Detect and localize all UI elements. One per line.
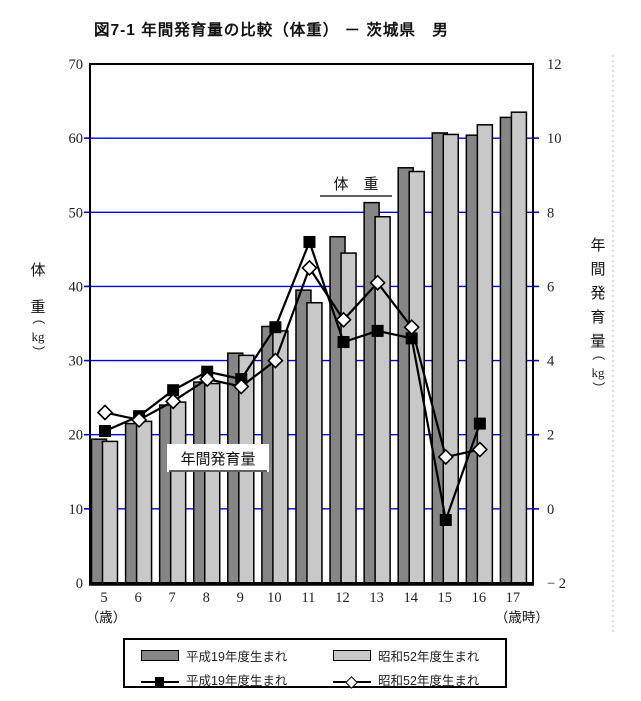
x-axis-label-15: 15	[438, 590, 453, 606]
marker-diamond-age-8	[199, 370, 216, 388]
legend-bar-swatch	[333, 650, 371, 661]
marker-diamond-age-10	[267, 352, 284, 369]
legend-item: 平成19年度生まれ	[141, 670, 333, 689]
chart-title: 図7-1 年間発育量の比較（体重） － 茨城県 男	[94, 22, 449, 39]
marker-diamond-age-9	[233, 378, 250, 395]
left-axis-tick-label: 0	[76, 576, 83, 592]
legend-item: 昭和52年度生まれ	[333, 670, 505, 689]
marker-square-age-10	[269, 321, 282, 334]
marker-diamond-age-5	[96, 404, 114, 421]
left-axis-tick-label: 20	[69, 428, 84, 444]
right-axis-tick-label: 6	[547, 279, 554, 295]
x-axis-label-17: 17	[506, 590, 521, 606]
left-axis-tick-label: 70	[69, 57, 84, 73]
right-axis-title-char: kg	[592, 365, 606, 380]
annotation-box	[167, 444, 269, 472]
x-axis-label-14: 14	[403, 590, 418, 606]
left-axis-tick-label: 10	[69, 502, 84, 518]
square-marker-icon	[155, 676, 164, 686]
bar-s52-age-11	[306, 301, 323, 584]
marker-diamond-age-6	[130, 411, 148, 429]
right-axis-title-char: 間	[590, 261, 605, 278]
marker-square-age-16	[473, 417, 486, 430]
right-axis-title-char: 量	[590, 333, 605, 350]
bar-s52-age-17	[510, 111, 528, 584]
legend-label: 平成19年度生まれ	[186, 673, 288, 688]
right-axis-tick-label: 12	[547, 57, 562, 73]
right-axis-title-char: 発	[590, 285, 605, 302]
x-axis-label-7: 7	[169, 590, 176, 606]
marker-diamond-age-16	[471, 441, 488, 458]
marker-square-age-5	[99, 425, 111, 438]
right-axis-tick-label: 0	[547, 502, 554, 518]
x-axis-label-5: 5	[100, 590, 107, 606]
legend-line-square-swatch	[141, 676, 179, 686]
left-axis-tick-label: 40	[69, 279, 84, 295]
x-axis-label-8: 8	[203, 590, 210, 606]
marker-diamond-age-13	[369, 274, 386, 291]
annotation-label: 体 重	[333, 176, 378, 193]
line-s52	[104, 265, 481, 459]
right-axis-title-char: ）	[591, 381, 606, 394]
x-axis-label-13: 13	[369, 590, 384, 606]
x-axis-unit-last: （歳時）	[495, 610, 549, 625]
x-axis-label-10: 10	[267, 590, 282, 606]
legend-label: 平成19年度生まれ	[186, 649, 288, 664]
right-axis-title-char: 年	[590, 237, 605, 254]
left-axis-tick-label: 60	[69, 131, 84, 147]
marker-square-age-15	[439, 513, 452, 526]
x-axis-unit-first: （歳）	[86, 610, 127, 625]
marker-diamond-age-14	[403, 319, 420, 336]
bar-s52-age-12	[340, 252, 357, 584]
bar-s52-age-10	[272, 330, 289, 584]
legend-label: 昭和52年度生まれ	[378, 673, 480, 688]
legend-line-diamond-swatch	[333, 675, 371, 689]
left-axis-title-char: （	[31, 311, 46, 324]
bar-s52-age-5	[101, 440, 119, 584]
right-axis-tick-label: 8	[547, 205, 554, 221]
x-axis-label-6: 6	[134, 590, 141, 606]
left-axis-title-char: kg	[32, 329, 46, 344]
left-axis-title-char: 体	[30, 262, 45, 279]
marker-square-age-11	[303, 235, 316, 248]
legend-item: 昭和52年度生まれ	[333, 646, 505, 665]
x-axis-label-11: 11	[301, 590, 315, 606]
marker-diamond-age-7	[165, 393, 182, 410]
left-axis-title-char: ）	[31, 345, 46, 358]
right-axis-title-char: 育	[590, 309, 605, 326]
right-axis-tick-label: − 2	[547, 576, 566, 592]
right-axis-tick-label: 10	[547, 131, 562, 147]
legend-label: 昭和52年度生まれ	[378, 649, 480, 664]
legend-item: 平成19年度生まれ	[141, 646, 333, 665]
chart-legend: 平成19年度生まれ 昭和52年度生まれ 平成19年度生まれ 昭和52年度生まれ	[123, 638, 507, 689]
legend-bar-swatch	[141, 650, 179, 661]
marker-diamond-age-11	[301, 259, 318, 277]
marker-square-age-13	[371, 324, 384, 337]
right-axis-tick-label: 2	[547, 428, 554, 444]
bar-s52-age-7	[169, 401, 187, 584]
annotation-box	[318, 169, 394, 197]
bar-s52-age-8	[203, 382, 221, 584]
x-axis-label-16: 16	[472, 590, 487, 606]
marker-diamond-age-12	[335, 311, 352, 328]
annotation-label: 年間発育量	[180, 451, 255, 468]
left-axis-tick-label: 50	[69, 205, 84, 221]
left-axis-title-char: 重	[30, 299, 45, 316]
diamond-marker-icon	[345, 675, 358, 689]
bar-s52-age-6	[135, 420, 153, 584]
left-axis-tick-label: 30	[69, 354, 84, 370]
x-axis-label-12: 12	[335, 590, 350, 606]
marker-diamond-age-15	[437, 448, 454, 466]
bar-s52-age-13	[374, 215, 391, 584]
marker-square-age-12	[337, 336, 350, 349]
x-axis-label-9: 9	[237, 590, 244, 606]
right-axis-title-char: （	[591, 347, 606, 360]
bar-s52-age-14	[408, 170, 425, 584]
bar-s52-age-16	[476, 124, 494, 584]
right-axis-tick-label: 4	[547, 354, 555, 370]
